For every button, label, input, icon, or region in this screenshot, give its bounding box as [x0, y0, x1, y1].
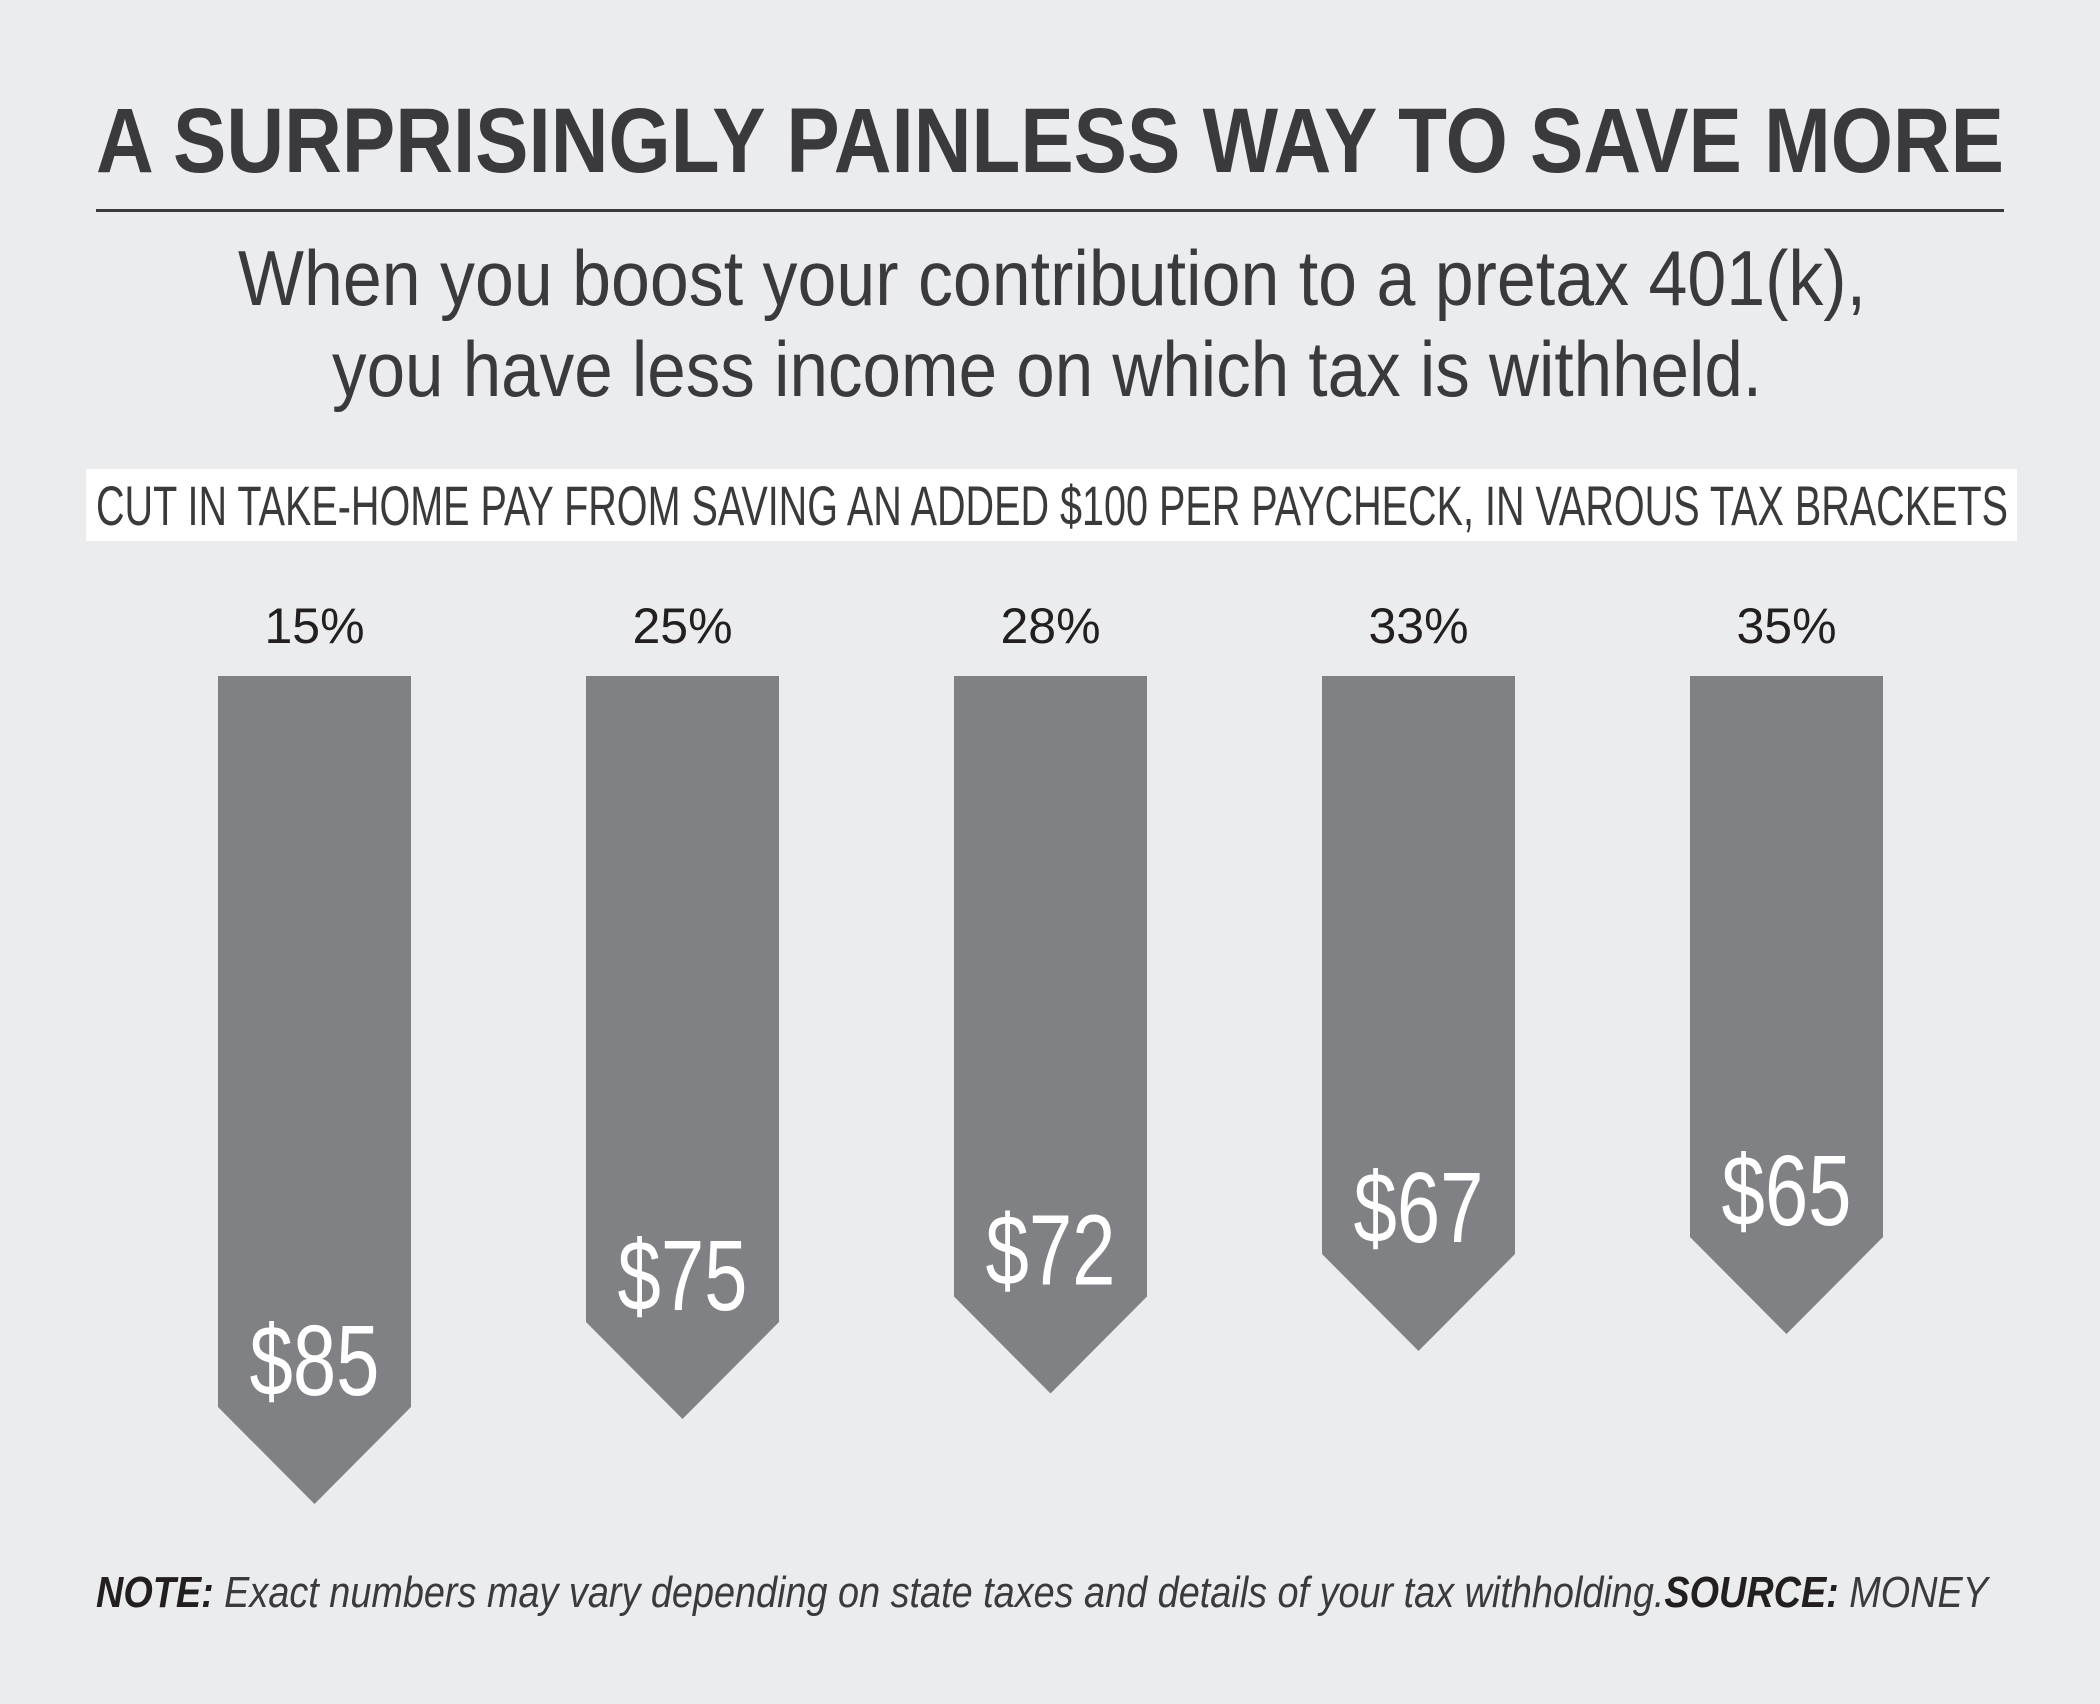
category-label: 28% — [1000, 598, 1100, 654]
value-label: $75 — [618, 1220, 748, 1332]
bars-group: 15% $85 25% $75 28% $72 33% $67 35% $65 — [218, 598, 1883, 1504]
value-label: $72 — [986, 1195, 1116, 1307]
value-label: $65 — [1722, 1135, 1852, 1247]
subtitle-line-1: When you boost your contribution to a pr… — [238, 234, 1866, 322]
bar-15pct — [218, 676, 411, 1504]
value-label: $67 — [1354, 1152, 1484, 1264]
note-text: Exact numbers may vary depending on stat… — [214, 1568, 1665, 1617]
bar-33pct — [1322, 676, 1515, 1351]
chart-title: CUT IN TAKE-HOME PAY FROM SAVING AN ADDE… — [96, 474, 2008, 537]
title-rule — [96, 209, 2004, 212]
source-text: MONEY — [1839, 1568, 1990, 1617]
page-title: A SURPRISINGLY PAINLESS WAY TO SAVE MORE — [96, 90, 2004, 192]
bar-25pct — [586, 676, 779, 1419]
bar-28pct — [954, 676, 1147, 1394]
source-label: SOURCE: — [1664, 1568, 1838, 1617]
value-label: $85 — [250, 1305, 380, 1417]
category-label: 25% — [632, 598, 732, 654]
chart-title-banner — [86, 469, 2017, 541]
category-label: 33% — [1368, 598, 1468, 654]
note-label: NOTE: — [96, 1568, 214, 1617]
note: NOTE: Exact numbers may vary depending o… — [96, 1568, 1990, 1617]
subtitle-line-2: you have less income on which tax is wit… — [332, 325, 1762, 413]
bar-35pct — [1690, 676, 1883, 1334]
category-label: 35% — [1736, 598, 1836, 654]
category-label: 15% — [264, 598, 364, 654]
